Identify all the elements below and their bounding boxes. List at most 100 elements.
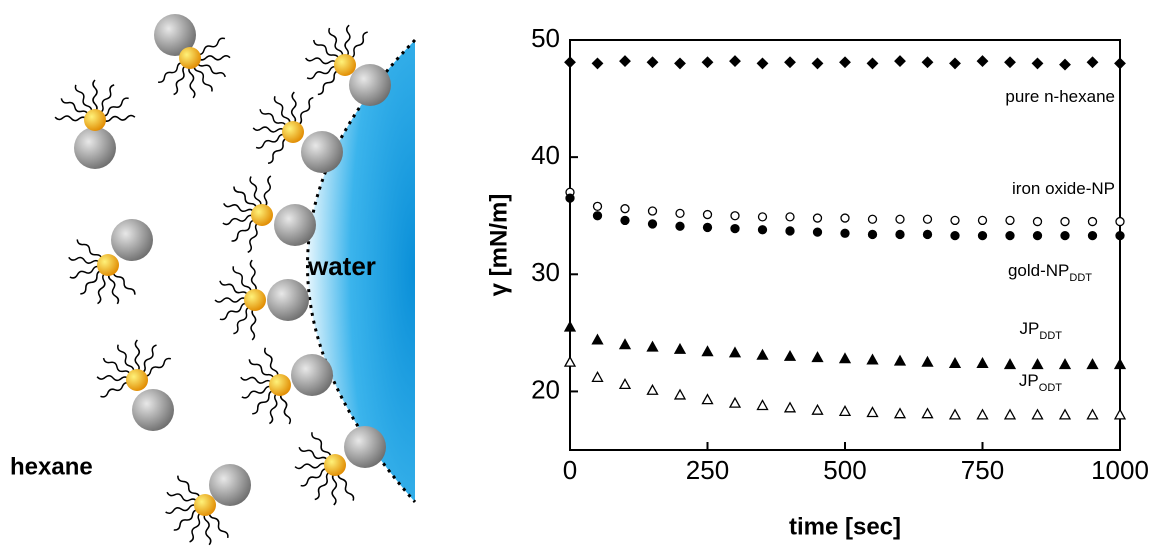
ligand [223, 203, 256, 214]
gray-sphere [344, 426, 386, 468]
series-label: JPODT [1019, 371, 1062, 393]
ligand [134, 339, 141, 373]
ligand [117, 344, 135, 374]
y-tick-label: 40 [531, 140, 560, 170]
ligand [290, 91, 297, 125]
marker [728, 396, 742, 408]
ligand [269, 392, 279, 425]
y-tick-label: 20 [531, 374, 560, 404]
janus-particle [252, 91, 343, 173]
y-tick-label: 50 [531, 23, 560, 53]
ligand [166, 491, 199, 503]
marker [811, 57, 824, 70]
ligand [80, 270, 103, 295]
gray-sphere [111, 219, 153, 261]
marker [618, 378, 632, 390]
marker [675, 208, 685, 219]
ligand [97, 272, 107, 305]
marker [976, 408, 989, 420]
gold-sphere [269, 374, 291, 396]
marker [730, 223, 740, 234]
marker [783, 401, 797, 413]
marker [591, 57, 604, 70]
marker [1058, 408, 1072, 420]
ligand [219, 302, 249, 321]
marker [1113, 358, 1127, 370]
gold-sphere [97, 254, 119, 276]
marker [977, 230, 988, 241]
marker [811, 403, 824, 415]
y-axis-label: γ [mN/m] [485, 194, 512, 297]
ligand [188, 65, 196, 99]
janus-particle [222, 175, 316, 254]
marker [728, 346, 742, 358]
gold-sphere [84, 109, 106, 131]
marker [620, 215, 630, 226]
series-name-sub: ODT [1039, 382, 1063, 394]
marker [646, 56, 659, 69]
gray-sphere [132, 389, 174, 431]
ligand [232, 266, 252, 294]
ligand [165, 504, 198, 515]
marker [1003, 358, 1017, 370]
ligand [279, 392, 292, 425]
marker [564, 56, 576, 69]
ligand [337, 471, 355, 501]
janus-particle [96, 339, 174, 431]
ligand [60, 98, 90, 116]
marker [646, 383, 659, 395]
janus-particle [54, 79, 136, 169]
x-tick-label: 0 [563, 455, 577, 485]
gray-sphere [267, 279, 309, 321]
marker [1086, 56, 1099, 69]
gray-sphere [154, 14, 196, 56]
marker [647, 219, 658, 229]
x-tick-label: 750 [961, 455, 1004, 485]
marker [1113, 408, 1127, 420]
ligand [294, 462, 328, 470]
marker [1059, 58, 1071, 71]
marker [646, 340, 659, 352]
gold-sphere [282, 121, 304, 143]
ligand [74, 84, 93, 114]
gray-sphere [291, 354, 333, 396]
marker [839, 56, 851, 69]
ligand [267, 137, 289, 164]
ligand [219, 280, 249, 297]
ligand [252, 126, 286, 133]
marker [565, 193, 575, 203]
ligand [143, 357, 172, 377]
gold-sphere [194, 494, 216, 516]
ligand [158, 61, 184, 84]
marker [620, 204, 630, 214]
marker [757, 225, 768, 235]
ligand [107, 272, 120, 305]
gray-sphere [74, 127, 116, 169]
marker [921, 56, 934, 69]
ligand [250, 307, 257, 341]
marker [1004, 56, 1016, 69]
ligand [140, 344, 157, 374]
series-name: JP [1019, 371, 1039, 390]
marker [563, 355, 577, 367]
ligand [248, 359, 275, 380]
marker [867, 214, 878, 224]
ligand [177, 475, 201, 500]
ligand [193, 64, 213, 92]
ligand [344, 24, 351, 58]
ligand [98, 84, 115, 114]
series-label: JPDDT [1020, 319, 1063, 341]
marker [1115, 216, 1125, 227]
diagram: hexane water [10, 14, 417, 546]
ligand [112, 270, 136, 295]
series-name: pure n-hexane [1005, 87, 1115, 106]
janus-particle [154, 14, 231, 99]
gray-sphere [209, 464, 251, 506]
ligand [214, 297, 248, 303]
marker [1003, 408, 1017, 420]
series-label: iron oxide-NP [1012, 179, 1115, 198]
marker [1086, 358, 1099, 370]
marker [1031, 408, 1044, 420]
marker [1031, 57, 1044, 70]
marker [838, 405, 852, 416]
